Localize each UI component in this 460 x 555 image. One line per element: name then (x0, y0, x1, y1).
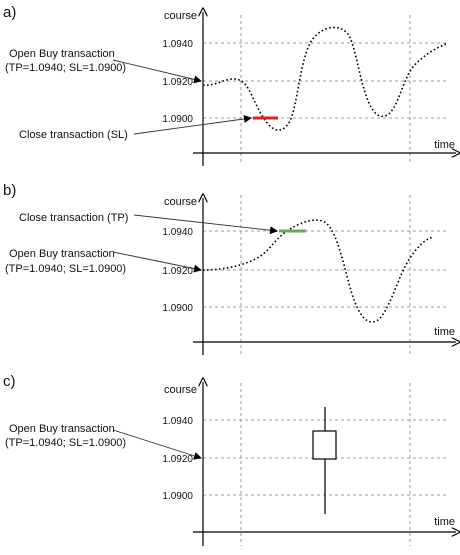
panel-b-tick-1: 1.0940 (162, 227, 193, 238)
panel-a-y-axis-label: course (164, 10, 197, 22)
panel-a-open-label-line1: Open Buy transaction (9, 48, 115, 60)
panel-c-open-label-line2: (TP=1.0940; SL=1.0900) (5, 437, 126, 449)
panel-a-close-pointer (133, 114, 252, 135)
panel-a-close-label: Close transaction (SL) (19, 129, 128, 141)
panel-b: b) course time 1.0940 1.0920 1.0900 Clos… (3, 182, 456, 355)
panel-a: a) course time 1.0940 1.0920 1.0900 Open… (3, 4, 456, 166)
panel-a-tick-3: 1.0900 (162, 114, 193, 125)
panel-c-letter: c) (3, 373, 16, 390)
panel-a-open-label-line2: (TP=1.0940; SL=1.0900) (5, 62, 126, 74)
panel-b-open-label-line2: (TP=1.0940; SL=1.0900) (5, 263, 126, 275)
panel-c-open-pointer (112, 429, 202, 460)
panel-b-letter: b) (3, 182, 16, 199)
panel-b-x-axis-label: time (434, 326, 455, 338)
panel-a-x-axis-label: time (434, 139, 455, 151)
panel-b-close-pointer (133, 214, 278, 235)
panel-b-price-curve (202, 219, 435, 323)
panel-c: c) course time 1.0940 1.0920 1.0900 Open… (3, 373, 456, 546)
panel-c-candle-body (312, 430, 337, 460)
panel-c-tick-1: 1.0940 (162, 416, 193, 427)
panel-c-y-axis-label: course (164, 384, 197, 396)
panel-b-open-label-line1: Open Buy transaction (9, 248, 115, 260)
panel-c-open-label-line1: Open Buy transaction (9, 423, 115, 435)
panel-c-x-axis-label: time (434, 516, 455, 528)
panel-b-tick-2: 1.0920 (162, 266, 193, 277)
panel-b-tick-3: 1.0900 (162, 303, 193, 314)
panel-a-letter: a) (3, 4, 16, 21)
panel-a-tick-1: 1.0940 (162, 39, 193, 50)
panel-b-open-pointer (112, 251, 202, 273)
panel-c-tick-3: 1.0900 (162, 491, 193, 502)
panel-a-open-pointer (112, 59, 202, 84)
panel-b-y-axis-label: course (164, 196, 197, 208)
panel-a-tick-2: 1.0920 (162, 77, 193, 88)
panel-c-tick-2: 1.0920 (162, 454, 193, 465)
panel-b-close-label: Close transaction (TP) (19, 212, 128, 224)
